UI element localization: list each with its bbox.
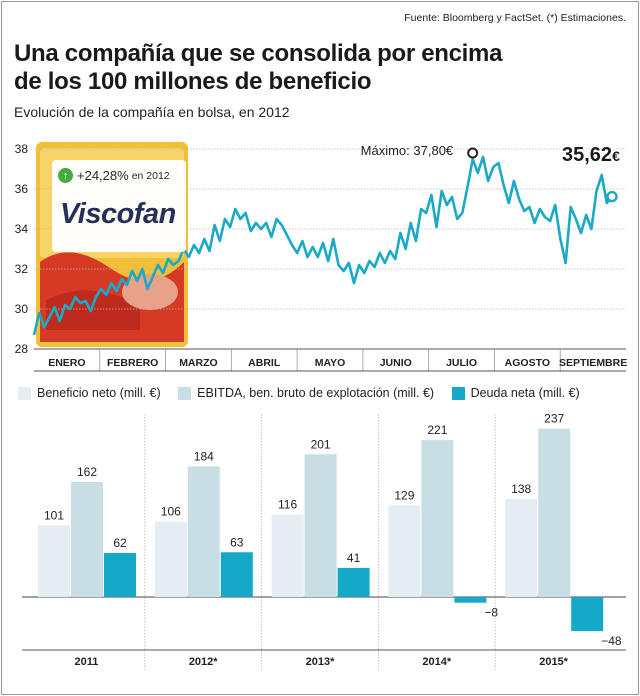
- max-marker: [467, 147, 479, 159]
- bar-deuda: [454, 597, 487, 603]
- chart-subtitle: Evolución de la compañía en bolsa, en 20…: [14, 104, 290, 120]
- category-label: 2012*: [189, 656, 218, 668]
- bar-beneficio: [271, 514, 304, 597]
- source-note: Fuente: Bloomberg y FactSet. (*) Estimac…: [404, 12, 626, 24]
- month-label: JUNIO: [380, 357, 412, 369]
- bar-value-label: −48: [601, 634, 622, 648]
- y-tick-label: 28: [15, 342, 29, 356]
- price-line: [32, 155, 614, 336]
- bar-deuda: [337, 567, 370, 597]
- legend-item-ebitda: EBITDA, ben. bruto de explotación (mill.…: [178, 386, 434, 400]
- change-value: ↑ +24,28% en 2012: [58, 168, 170, 183]
- month-label: MAYO: [315, 357, 346, 369]
- chart-title: Una compañía que se consolida por encima…: [14, 40, 502, 96]
- bar-ebitda: [71, 481, 103, 597]
- bar-value-label: 221: [427, 423, 447, 437]
- bar-ebitda: [187, 466, 220, 597]
- bar-beneficio: [154, 521, 187, 597]
- y-tick-label: 32: [15, 262, 29, 276]
- month-label: AGOSTO: [505, 357, 550, 369]
- bar-value-label: 162: [77, 465, 97, 479]
- change-percent: +24,28%: [77, 168, 129, 183]
- package-sausage-shadow: [46, 290, 140, 330]
- package-meat-slice: [122, 274, 178, 310]
- bar-ebitda: [538, 428, 571, 597]
- bar-value-label: 41: [347, 551, 361, 565]
- category-label: 2013*: [306, 656, 335, 668]
- legend-label-deuda: Deuda neta (mill. €): [470, 386, 580, 400]
- bar-beneficio: [38, 525, 70, 597]
- month-label: ENERO: [48, 357, 85, 369]
- legend-swatch-deuda: [451, 386, 465, 400]
- last-marker: [606, 190, 618, 203]
- month-label: ABRIL: [248, 357, 281, 369]
- category-label: 2015*: [539, 656, 568, 668]
- bar-value-label: 201: [311, 437, 331, 451]
- bar-value-label: 138: [511, 482, 531, 496]
- bar-value-label: 184: [194, 449, 214, 463]
- legend-item-beneficio: Beneficio neto (mill. €): [18, 386, 161, 400]
- bar-value-label: −8: [484, 606, 498, 620]
- bar-beneficio: [388, 505, 421, 597]
- last-value-label: 35,62€: [562, 144, 620, 167]
- legend-item-deuda: Deuda neta (mill. €): [451, 386, 580, 400]
- bar-beneficio: [505, 499, 538, 597]
- bar-legend: Beneficio neto (mill. €) EBITDA, ben. br…: [18, 386, 594, 403]
- bar-value-label: 116: [278, 498, 297, 512]
- bar-value-label: 101: [44, 508, 64, 522]
- legend-swatch-beneficio: [18, 386, 31, 400]
- month-label: JULIO: [446, 357, 477, 369]
- max-label: Máximo: 37,80€: [360, 143, 454, 158]
- legend-label-beneficio: Beneficio neto (mill. €): [37, 386, 161, 400]
- title-line-2: de los 100 millones de beneficio: [14, 68, 372, 95]
- up-arrow-icon: ↑: [58, 168, 73, 183]
- legend-label-ebitda: EBITDA, ben. bruto de explotación (mill.…: [197, 386, 435, 400]
- bar-deuda: [104, 552, 136, 597]
- y-tick-label: 36: [15, 182, 29, 196]
- last-value-unit: €: [612, 148, 620, 164]
- month-label: MARZO: [179, 357, 218, 369]
- bar-value-label: 106: [161, 505, 181, 519]
- bar-deuda: [571, 597, 604, 632]
- last-value: 35,62: [562, 144, 613, 166]
- bar-ebitda: [304, 454, 337, 597]
- y-tick-label: 34: [15, 222, 29, 236]
- category-label: 2011: [74, 656, 98, 668]
- month-label: SEPTIEMBRE: [559, 357, 627, 369]
- performance-badge: ↑ +24,28% en 2012 Viscofan: [52, 160, 186, 252]
- category-label: 2014*: [422, 656, 451, 668]
- bar-value-label: 63: [230, 535, 244, 549]
- bar-value-label: 237: [544, 412, 564, 426]
- month-label: FEBRERO: [107, 357, 158, 369]
- y-tick-label: 38: [15, 142, 29, 156]
- title-line-1: Una compañía que se consolida por encima: [14, 40, 503, 67]
- bar-deuda: [220, 552, 253, 597]
- change-period: en 2012: [131, 169, 170, 182]
- company-logo: Viscofan: [60, 198, 176, 230]
- y-tick-label: 30: [15, 302, 29, 316]
- bar-value-label: 62: [113, 536, 127, 550]
- bar-value-label: 129: [394, 488, 414, 502]
- bar-ebitda: [421, 440, 454, 597]
- legend-swatch-ebitda: [178, 386, 192, 400]
